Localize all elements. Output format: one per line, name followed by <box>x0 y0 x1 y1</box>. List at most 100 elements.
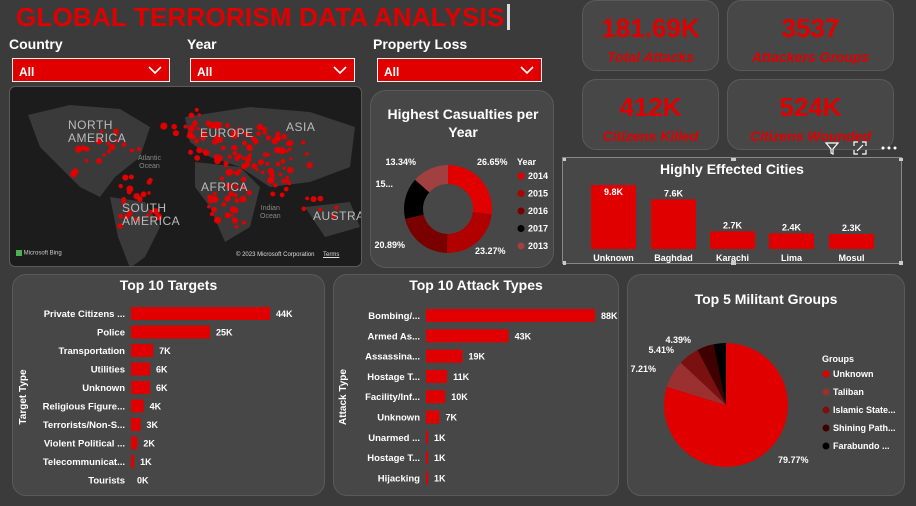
bar <box>426 451 428 465</box>
selection-handle <box>899 158 903 161</box>
attack-dot <box>281 178 286 184</box>
attack-dot <box>265 135 272 141</box>
filter-icon[interactable] <box>824 140 840 156</box>
cities-chart-title: Highly Effected Cities <box>660 161 804 177</box>
attack-dot <box>196 147 203 154</box>
attack-dot <box>305 196 309 201</box>
bar-value-label: 2K <box>143 439 155 449</box>
attack-dot <box>234 184 239 189</box>
attack-dot <box>287 140 294 147</box>
attack-dot <box>106 141 111 146</box>
legend-marker <box>822 424 830 432</box>
attack-dot <box>115 139 119 143</box>
attack-dot <box>95 138 103 145</box>
attack-dot <box>262 127 267 132</box>
attack-dot <box>121 142 127 147</box>
bar-value-label: 6K <box>156 365 168 375</box>
attack-types-bar-chart[interactable]: Bombing/... 88K Armed As... 43K Assassina...… <box>334 275 620 497</box>
city-value-label: 2.7K <box>723 220 743 230</box>
pie-slice <box>713 343 726 405</box>
attack-map[interactable]: NORTH AMERICA EUROPE ASIA AFRICA SOUTH AME… <box>9 86 362 267</box>
donut-slice-2014 <box>448 165 492 215</box>
bar-category-label: Hijacking <box>378 473 420 484</box>
attack-dot <box>221 202 227 207</box>
property-loss-dropdown-value: All <box>384 65 400 79</box>
attack-dot <box>193 122 197 127</box>
attack-dot <box>194 107 199 112</box>
kpi-value: 524K <box>779 92 842 122</box>
text-cursor <box>507 4 510 30</box>
bar-value-label: 7K <box>159 346 171 356</box>
attack-dot <box>224 195 231 202</box>
property-loss-dropdown[interactable]: All <box>377 58 542 82</box>
attack-dot <box>282 166 286 170</box>
casualties-per-year-card: Highest Casualties per Year 26.65% 23.27%… <box>370 90 554 268</box>
bar <box>426 369 448 383</box>
attack-dot <box>232 150 238 156</box>
attack-dot <box>233 170 238 175</box>
cities-bar-chart[interactable]: 9.8K Unknown 7.6K Baghdad 2.7K Karachi 2.4K Lim… <box>563 158 903 265</box>
attack-dot <box>286 166 294 174</box>
attack-dot <box>301 140 306 145</box>
targets-bar-chart[interactable]: Private Citizens ... 44K Police 25K Transpor… <box>13 275 326 497</box>
attack-dot <box>285 175 289 180</box>
bar-value-label: 7K <box>445 413 457 423</box>
attack-dot <box>188 112 195 119</box>
chevron-down-icon <box>333 66 347 75</box>
city-category-label: Baghdad <box>654 253 693 263</box>
attack-dot <box>275 131 281 137</box>
bar <box>426 329 509 343</box>
militant-groups-pie-chart[interactable]: 79.77% 7.21% 5.41%4.39% Groups Unknown Taliba… <box>628 275 906 497</box>
attack-dot <box>247 146 253 152</box>
pie-data-label: 79.77% <box>778 455 809 465</box>
attack-dot <box>230 132 238 139</box>
attack-dot <box>126 210 133 216</box>
attack-dot <box>197 113 201 117</box>
legend-label: Unknown <box>833 369 874 379</box>
attack-dot <box>211 138 218 145</box>
map-terms-link[interactable]: Terms <box>323 252 340 258</box>
donut-data-label: 15... <box>375 179 393 189</box>
bar <box>131 436 138 450</box>
attack-dot <box>109 144 116 151</box>
attack-dot <box>121 200 126 206</box>
attack-dot <box>202 149 210 156</box>
bar-category-label: Armed As... <box>368 331 420 342</box>
year-dropdown[interactable]: All <box>190 58 355 82</box>
bar <box>131 399 144 413</box>
attack-dot <box>224 163 228 168</box>
map-label-europe: EUROPE <box>200 126 254 140</box>
attack-dot <box>334 205 339 210</box>
attack-dot <box>285 149 289 153</box>
country-dropdown[interactable]: All <box>12 58 170 82</box>
bar <box>426 390 446 404</box>
dashboard-title: GLOBAL TERRORISM DATA ANALYSIS <box>16 2 505 32</box>
year-filter-label: Year <box>187 36 217 52</box>
donut-data-label: 13.34% <box>385 157 416 167</box>
focus-mode-icon[interactable] <box>852 140 868 156</box>
targets-chart-title: Top 10 Targets <box>119 277 218 293</box>
attack-dot <box>186 134 190 138</box>
attack-dot <box>225 182 233 190</box>
city-value-label: 2.4K <box>782 222 802 232</box>
attack-dot <box>279 192 285 198</box>
attack-dot <box>227 154 232 159</box>
casualties-donut-chart[interactable]: 26.65% 23.27% 20.89% 15... 13.34% Year 2014 201… <box>371 91 555 269</box>
kpi-value: 181.69K <box>601 13 700 43</box>
attack-dot <box>274 146 281 154</box>
attack-dot <box>238 127 242 131</box>
attack-dot <box>244 132 250 138</box>
bar-value-label: 6K <box>156 383 168 393</box>
bar-value-label: 4K <box>150 402 162 412</box>
chevron-down-icon <box>148 66 162 75</box>
attack-dot <box>149 209 154 214</box>
more-options-icon[interactable] <box>880 140 898 156</box>
bar <box>131 418 141 431</box>
bar-category-label: Unknown <box>82 383 125 394</box>
legend-label: 2014 <box>528 171 548 181</box>
attack-dot <box>281 133 288 140</box>
attack-dot <box>147 177 153 183</box>
bar-category-label: Violent Political ... <box>44 439 125 450</box>
map-copyright: © 2023 Microsoft Corporation <box>236 252 315 258</box>
donut-slice-2017 <box>404 179 430 219</box>
